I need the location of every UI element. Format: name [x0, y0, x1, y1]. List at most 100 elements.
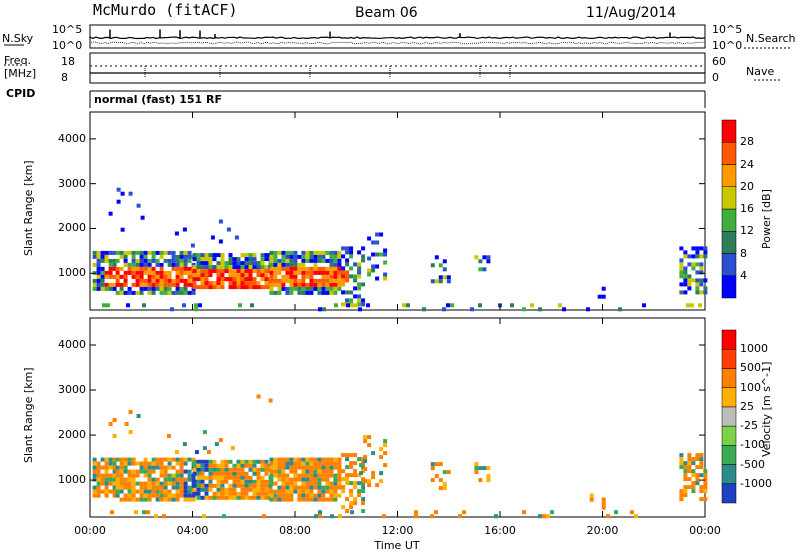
echo-cell [192, 273, 197, 278]
echo-cell [281, 274, 286, 279]
echo-cell [589, 493, 594, 498]
echo-cell [329, 262, 334, 267]
echo-cell [546, 514, 550, 519]
echo-cell [281, 465, 286, 470]
echo-cell [123, 497, 128, 502]
echo-cell [321, 250, 326, 255]
echo-cell [220, 261, 225, 266]
echo-cell [273, 254, 278, 259]
echo-cell [115, 465, 120, 470]
echo-cell [474, 255, 479, 260]
echo-cell [232, 463, 237, 468]
echo-cell [244, 253, 249, 258]
echo-cell [333, 290, 338, 295]
echo-cell [123, 481, 128, 486]
echo-cell [248, 265, 253, 270]
echo-cell [260, 491, 265, 496]
colorbar-swatch [721, 329, 737, 350]
x-tick-label: 00:00 [74, 524, 106, 537]
echo-cell [486, 255, 491, 260]
echo-cell [273, 270, 278, 275]
echo-cell [297, 461, 302, 466]
echo-cell [301, 258, 306, 263]
colorbar-swatch [721, 483, 737, 504]
echo-cell [159, 254, 164, 259]
echo-cell [289, 254, 294, 259]
echo-cell [285, 250, 290, 255]
echo-cell [127, 485, 132, 490]
echo-cell [289, 286, 294, 291]
echo-cell [236, 467, 241, 472]
echo-cell [383, 443, 388, 448]
echo-cell [220, 495, 225, 500]
echo-cell [330, 514, 334, 519]
echo-cell [357, 262, 362, 267]
echo-cell [135, 461, 140, 466]
echo-cell [367, 236, 372, 241]
echo-cell [305, 250, 310, 255]
echo-cell [119, 465, 124, 470]
echo-cell [679, 266, 684, 271]
echo-cell [361, 258, 366, 263]
echo-cell [191, 457, 196, 462]
echo-cell [216, 487, 221, 492]
echo-cell [269, 457, 274, 462]
echo-cell [175, 262, 180, 267]
echo-cell [269, 254, 274, 259]
echo-cell [317, 497, 322, 502]
echo-cell [171, 278, 176, 283]
echo-cell [228, 475, 233, 480]
echo-cell [264, 257, 269, 262]
echo-cell [601, 501, 606, 506]
echo-cell [200, 269, 205, 274]
echo-cell [155, 270, 160, 275]
echo-cell [281, 493, 286, 498]
echo-cell [248, 281, 253, 286]
echo-cell [252, 269, 257, 274]
echo-cell [683, 477, 688, 482]
echo-cell [317, 278, 322, 283]
echo-cell [248, 269, 253, 274]
echo-cell [269, 258, 274, 263]
echo-cell [175, 286, 180, 291]
echo-cell [345, 246, 350, 251]
echo-cell [106, 303, 110, 308]
echo-cell [115, 489, 120, 494]
echo-cell [224, 495, 229, 500]
echo-cell [151, 477, 156, 482]
echo-cell [699, 473, 704, 478]
echo-cell [112, 262, 117, 267]
echo-cell [434, 462, 439, 467]
echo-cell [175, 290, 180, 295]
echo-cell [167, 274, 172, 279]
echo-cell [297, 278, 302, 283]
x-axis-label: Time UT [374, 539, 420, 552]
echo-cell [349, 266, 354, 271]
cpid-label: CPID [6, 87, 36, 100]
echo-cell [174, 450, 179, 455]
echo-cell [143, 270, 148, 275]
echo-cell [337, 250, 342, 255]
echo-cell [305, 469, 310, 474]
echo-cell [341, 282, 346, 287]
echo-cell [313, 254, 318, 259]
echo-cell [183, 250, 188, 255]
echo-cell [371, 475, 376, 480]
echo-cell [96, 477, 101, 482]
echo-cell [458, 514, 462, 519]
echo-cell [170, 307, 174, 312]
echo-cell [119, 477, 124, 482]
echo-cell [208, 495, 213, 500]
echo-cell [329, 473, 334, 478]
echo-cell [367, 443, 372, 448]
echo-cell [313, 465, 318, 470]
echo-cell [244, 491, 249, 496]
echo-cell [136, 203, 141, 208]
echo-cell [699, 457, 704, 462]
echo-cell [289, 278, 294, 283]
echo-cell [442, 486, 447, 491]
echo-cell [224, 475, 229, 480]
echo-cell [112, 489, 117, 494]
echo-cell [281, 262, 286, 267]
echo-cell [135, 469, 140, 474]
